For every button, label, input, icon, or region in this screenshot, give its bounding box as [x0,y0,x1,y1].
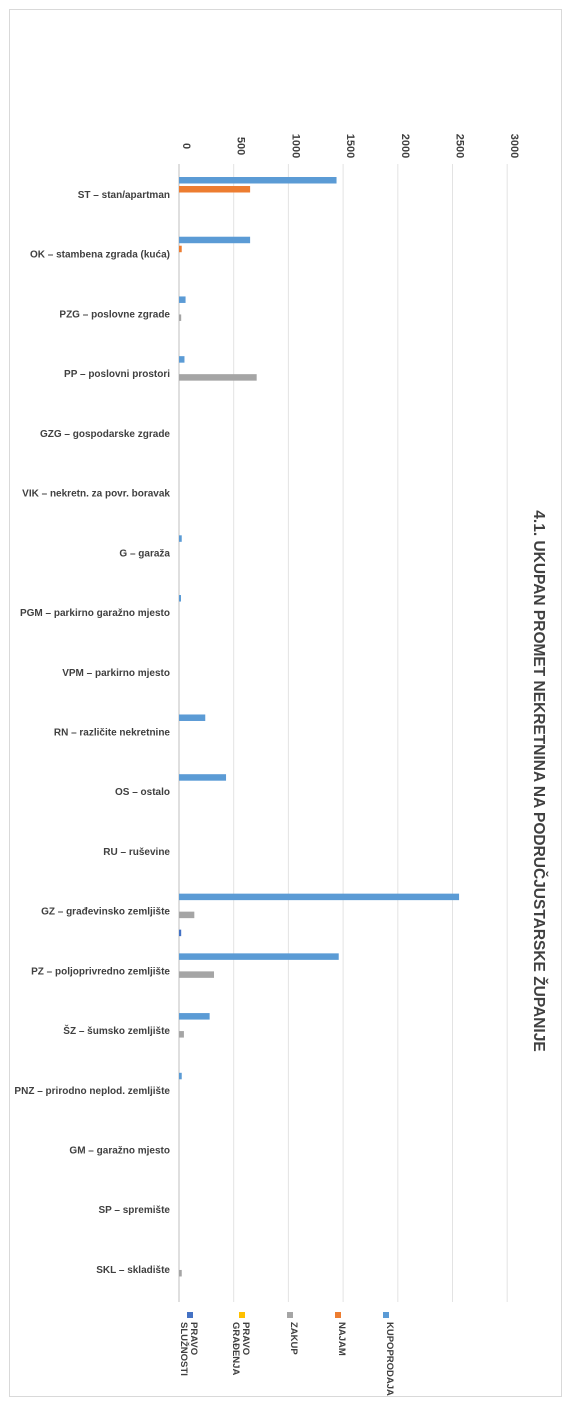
category-label: VPM – parkirno mjesto [62,668,170,679]
gridlines [178,164,508,1302]
bar-kupoprodaja [179,1013,210,1020]
category-label: PGM – parkirno garažno mjesto [20,608,170,619]
bar-zakup [179,314,182,321]
legend-label: PRAVO [188,1322,199,1355]
bar-kupoprodaja [179,953,339,960]
category-label: ST – stan/apartman [78,190,170,201]
tick-label: 0 [180,143,192,149]
bar-kupoprodaja [179,356,185,363]
category-label: VIK – nekretn. za povr. boravak [22,489,170,500]
category-label: OS – ostalo [115,787,170,798]
legend-label: NAJAM [336,1322,347,1356]
category-label: PZG – poslovne zgrade [59,309,170,320]
legend-label: ZAKUP [288,1322,299,1355]
legend-label: GRAĐENJA [230,1322,241,1375]
bar-zakup [179,1269,182,1277]
bar-kupoprodaja [179,714,206,721]
tick-label: 1500 [344,134,356,158]
bar-kupoprodaja [179,177,337,184]
category-label: OK – stambena zgrada (kuća) [30,250,170,261]
bar-kupoprodaja [179,236,251,244]
category-label: RU – ruševine [103,847,170,858]
legend-swatch [287,1312,293,1318]
bar-kupoprodaja [179,595,181,602]
legend-label: SLUŽNOSTI [178,1322,190,1376]
chart-frame [9,9,562,1397]
bar-zakup [179,374,257,381]
bars [179,177,460,1277]
category-labels: ST – stan/apartman OK – stambena zgrada (… [14,190,170,1276]
bar-kupoprodaja [179,893,460,901]
tick-label: 1000 [289,134,301,158]
tick-label: 2500 [454,134,466,158]
legend-swatch [383,1312,389,1318]
category-label: PZ – poljoprivredno zemljište [31,966,170,977]
bar-najam [179,186,251,193]
category-label: G – garaža [119,548,170,559]
bar-zakup [179,911,195,919]
bar-kupoprodaja [179,1072,182,1080]
tick-label: 2000 [399,134,411,158]
chart-title: 4.1. UKUPAN PROMET NEKRETNINA NA PODRUČJ… [530,510,548,1051]
bar-pravo-služnosti [179,929,182,937]
category-label: SP – spremište [98,1205,170,1216]
tick-label: 500 [235,137,247,155]
category-label: GZG – gospodarske zgrade [40,429,170,440]
legend-label: PRAVO [240,1322,251,1355]
bar-kupoprodaja [179,535,182,542]
legend-label: KUPOPRODAJA [384,1322,395,1396]
tick-label: 3000 [508,134,520,158]
bar-zakup [179,1031,184,1038]
category-label: PP – poslovni prostori [64,369,170,380]
bar-kupoprodaja [179,296,186,303]
legend-swatch [239,1312,245,1318]
bar-najam [179,245,182,253]
bar-kupoprodaja [179,774,227,781]
value-axis-ticks: 0 500 1000 1500 2000 2500 3000 [180,134,520,158]
category-label: GZ – građevinsko zemljište [41,907,170,918]
bar-zakup [179,971,215,978]
legend-swatch [187,1312,193,1318]
category-label: PNZ – prirodno neplod. zemljište [14,1086,170,1097]
category-label: GM – garažno mjesto [69,1146,170,1157]
category-label: SKL – skladište [96,1265,170,1276]
category-label: RN – različite nekretnine [54,727,171,738]
category-label: ŠZ – šumsko zemljište [63,1024,170,1037]
legend-swatch [335,1312,341,1318]
